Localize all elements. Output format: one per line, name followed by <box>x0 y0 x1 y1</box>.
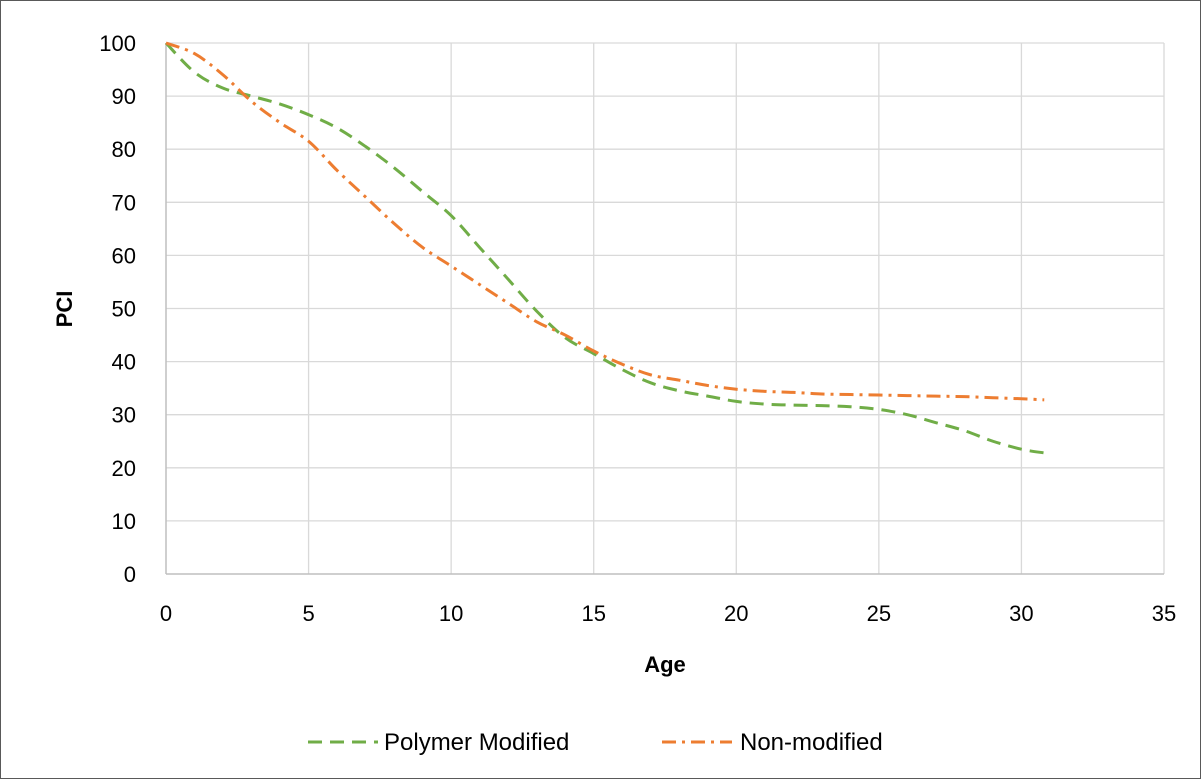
y-axis-ticks: 0 10 20 30 40 50 60 70 80 90 100 <box>99 31 136 587</box>
x-tick-label: 35 <box>1152 601 1176 626</box>
y-tick-label: 80 <box>112 137 136 162</box>
legend-label-non-modified: Non-modified <box>740 729 883 756</box>
x-tick-label: 30 <box>1009 601 1033 626</box>
x-tick-label: 15 <box>581 601 605 626</box>
y-tick-label: 0 <box>124 562 136 587</box>
y-tick-label: 50 <box>112 297 136 322</box>
y-tick-label: 10 <box>112 509 136 534</box>
series-line-non-modified <box>165 41 1045 402</box>
gridlines <box>165 42 1165 575</box>
y-tick-label: 70 <box>112 190 136 215</box>
y-tick-label: 90 <box>112 84 136 109</box>
y-tick-label: 30 <box>112 403 136 428</box>
y-tick-label: 20 <box>112 456 136 481</box>
x-tick-label: 5 <box>302 601 314 626</box>
x-axis-title: Age <box>644 652 686 677</box>
legend-label-polymer-modified: Polymer Modified <box>384 729 569 756</box>
y-tick-label: 40 <box>112 350 136 375</box>
x-tick-label: 10 <box>439 601 463 626</box>
legend: Polymer Modified Non-modified <box>308 729 883 756</box>
x-tick-label: 20 <box>724 601 748 626</box>
x-axis-ticks: 0 5 10 15 20 25 30 35 <box>160 601 1176 626</box>
series-layer <box>164 41 1045 455</box>
x-tick-label: 25 <box>867 601 891 626</box>
series-line-polymer-modified <box>164 41 1045 455</box>
x-tick-label: 0 <box>160 601 172 626</box>
y-axis-title: PCI <box>52 291 77 328</box>
y-tick-label: 100 <box>99 31 136 56</box>
y-tick-label: 60 <box>112 243 136 268</box>
